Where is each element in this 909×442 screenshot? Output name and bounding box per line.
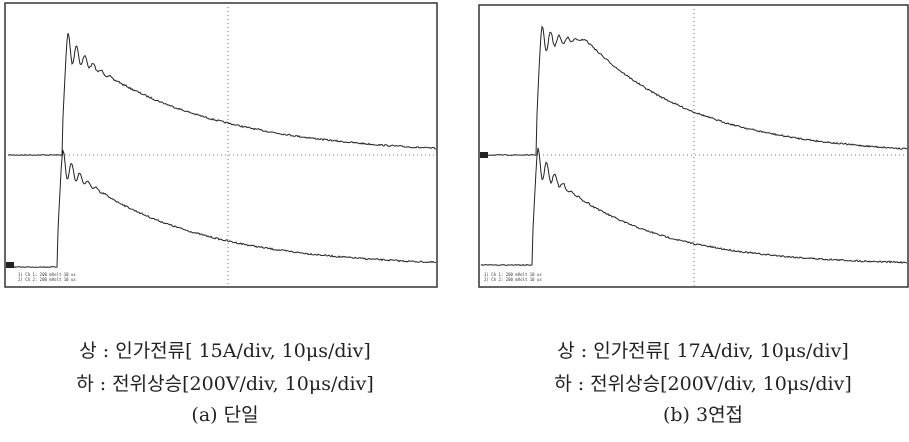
scope-panel: 1) Ch 1: 200 mVolt 10 us 2) Ch 2: 200 mV… (479, 5, 908, 287)
caption: 하 : 전위상승[200V/div, 10μs/div] (554, 373, 852, 395)
caption: 상 : 인가전류[ 17A/div, 10μs/div] (557, 340, 849, 362)
caption: 하 : 전위상승[200V/div, 10μs/div] (76, 373, 374, 395)
scope-panel: 1) Ch 1: 200 mVolt 10 us 2) Ch 2: 200 mV… (5, 3, 437, 287)
channel-marker (480, 152, 488, 158)
scope-label: 2) Ch 2: 200 mVolt 10 us (484, 277, 542, 282)
caption: 상 : 인가전류[ 15A/div, 10μs/div] (79, 340, 371, 362)
scope-label: 2) Ch 2: 200 mVolt 10 us (18, 277, 76, 282)
channel-marker (6, 262, 14, 268)
panel-label: (a) 단일 (191, 404, 258, 426)
figure: 1) Ch 1: 200 mVolt 10 us 2) Ch 2: 200 mV… (0, 0, 909, 442)
scope-frame (479, 5, 908, 287)
panel-label: (b) 3연접 (663, 404, 743, 426)
